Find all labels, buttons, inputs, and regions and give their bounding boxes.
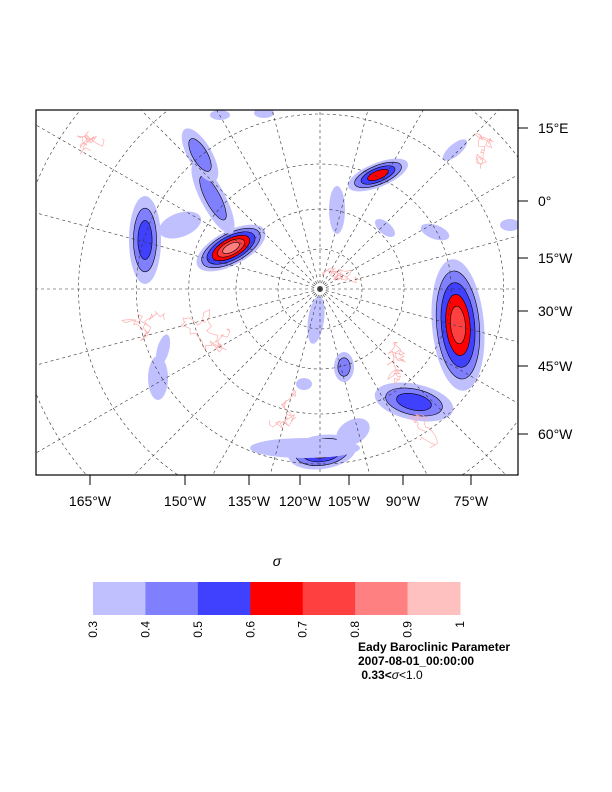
x-axis: 165°W 150°W 135°W 120°W 105°W 90°W 75°W	[69, 475, 489, 509]
contour-level-0.6	[367, 169, 389, 181]
contour-level-0.3	[336, 418, 370, 446]
colorbar-tick-label: 0.4	[138, 621, 152, 638]
y-tick-label: 15°E	[538, 120, 569, 136]
info-datetime: 2007-08-01_00:00:00	[358, 654, 475, 668]
map-frame	[35, 109, 519, 476]
contour-level-0.3	[375, 219, 395, 237]
graticule	[36, 110, 518, 475]
meridian-line	[36, 288, 321, 366]
x-tick-label: 75°W	[454, 493, 489, 509]
meridian-line	[319, 288, 507, 475]
y-tick-label: 30°W	[538, 303, 573, 319]
coastline	[179, 309, 231, 353]
contour-level-0.3	[500, 219, 518, 231]
meridian-line	[216, 110, 321, 290]
colorbar-title: σ	[273, 553, 282, 569]
contour-level-0.3	[420, 223, 450, 241]
x-tick-label: 150°W	[164, 493, 207, 509]
colorbar-tick-label: 0.6	[243, 621, 257, 638]
meridian-line	[319, 288, 371, 475]
meridian-line	[319, 288, 428, 475]
x-tick-label: 90°W	[386, 493, 421, 509]
meridian-line	[319, 288, 518, 404]
x-tick-label: 105°W	[328, 493, 371, 509]
colorbar-tick-label: 0.9	[401, 621, 415, 638]
coastline	[387, 342, 406, 386]
meridian-line	[319, 288, 518, 343]
y-tick-label: 45°W	[538, 358, 573, 374]
map-panel	[36, 110, 518, 475]
contour-level-0.3	[296, 378, 312, 390]
colorbar-swatch	[145, 582, 199, 615]
contour-level-0.5	[137, 220, 153, 260]
y-tick-label: 15°W	[538, 250, 573, 266]
colorbar-swatch	[197, 582, 251, 615]
coastline	[321, 268, 361, 284]
coastline	[76, 130, 105, 155]
contour-level-0.3	[210, 110, 230, 120]
y-tick-label: 0°	[538, 193, 551, 209]
contour-level-0.4	[199, 175, 227, 221]
colorbar-swatch	[407, 582, 461, 615]
meridian-line	[271, 110, 321, 290]
y-axis: 15°E 0° 15°W 30°W 45°W 60°W	[518, 120, 573, 442]
coastline	[121, 310, 165, 342]
contour-level-0.3	[329, 186, 345, 234]
coastline	[409, 413, 438, 449]
meridian-line	[212, 288, 321, 475]
coastlines	[76, 130, 494, 449]
meridian-line	[36, 124, 321, 290]
meridian-line	[319, 110, 500, 290]
colorbar-tick-label: 0.8	[348, 621, 362, 638]
info-range: 0.33<σ<1.0	[358, 668, 510, 682]
range-suffix: <1.0	[398, 668, 423, 682]
meridian-line	[319, 110, 424, 290]
latitude-circle	[188, 163, 452, 415]
colorbar-swatch	[355, 582, 409, 615]
meridian-line	[36, 212, 321, 290]
x-tick-label: 135°W	[228, 493, 271, 509]
latitude-circle	[135, 113, 505, 465]
colorbar-swatch	[302, 582, 356, 615]
contour-level-0.4	[188, 138, 212, 172]
colorbar-tick-label: 0.3	[86, 621, 100, 638]
info-block: Eady Baroclinic Parameter 2007-08-01_00:…	[358, 640, 510, 682]
x-tick-label: 120°W	[279, 493, 322, 509]
contour-level-0.5	[396, 393, 432, 411]
info-title: Eady Baroclinic Parameter	[358, 640, 511, 654]
x-tick-label: 165°W	[69, 493, 112, 509]
sigma-contours	[129, 110, 518, 470]
colorbar-tick-label: 1	[453, 621, 467, 628]
colorbar-swatch	[250, 582, 304, 615]
meridian-line	[133, 288, 321, 475]
contour-level-0.3	[254, 110, 274, 118]
contour-level-0.3	[158, 211, 202, 239]
meridian-line	[36, 288, 321, 454]
range-symbol: σ	[391, 668, 399, 682]
contour-level-0.8	[222, 242, 240, 254]
coastline	[268, 388, 297, 429]
meridian-line	[319, 235, 518, 290]
coastline	[475, 132, 494, 169]
colorbar: 0.3 0.4 0.5 0.6 0.7 0.8 0.9 1	[86, 582, 467, 638]
meridian-line	[269, 288, 321, 475]
contour-level-0.3	[250, 438, 360, 458]
meridian-line	[319, 110, 369, 290]
contour-level-0.7	[450, 305, 466, 345]
contour-level-0.3	[148, 356, 168, 400]
meridian-line	[319, 174, 518, 290]
colorbar-tick-label: 0.5	[191, 621, 205, 638]
colorbar-tick-label: 0.7	[296, 621, 310, 638]
colorbar-swatch	[93, 582, 146, 615]
range-prefix: 0.33<	[361, 668, 392, 682]
contour-level-0.3	[442, 139, 468, 161]
meridian-line	[140, 110, 321, 290]
y-tick-label: 60°W	[538, 426, 573, 442]
